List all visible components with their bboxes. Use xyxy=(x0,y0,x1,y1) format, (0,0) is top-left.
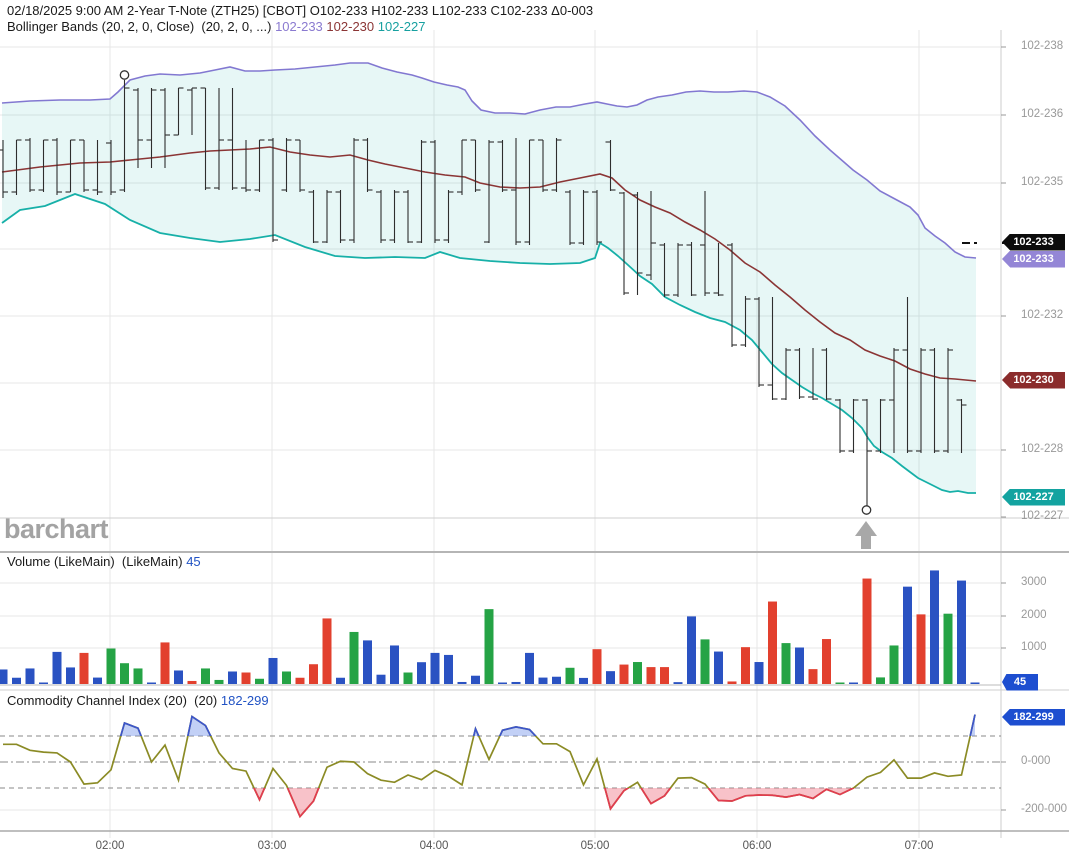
low-marker xyxy=(861,505,872,515)
volume-pane-label: Volume (LikeMain) (LikeMain) 45 xyxy=(7,554,201,569)
high-marker xyxy=(119,70,130,80)
volume-axis-label: 3000 xyxy=(1021,576,1047,588)
cci-plot xyxy=(3,714,976,819)
pane-separators xyxy=(0,517,1069,832)
cci-gridlines xyxy=(0,735,1001,811)
volume-axis-label: 2000 xyxy=(1021,609,1047,621)
last-price-badge: 102-233 xyxy=(1002,233,1065,251)
upper-band-value-badge: 102-233 xyxy=(1002,250,1065,268)
bollinger-bands xyxy=(1,62,977,494)
price-axis-label: 102-236 xyxy=(1021,108,1064,120)
bollinger-upper-value: 102-233 xyxy=(275,19,323,34)
up-arrow-icon[interactable] xyxy=(855,521,877,549)
time-axis-label: 03:00 xyxy=(257,840,287,852)
cci-last-value: 182-299 xyxy=(220,693,269,708)
ohlc-bars xyxy=(0,70,967,515)
price-axis-label: 102-238 xyxy=(1021,40,1064,52)
volume-gridlines xyxy=(0,582,1001,686)
volume-last-value: 45 xyxy=(186,554,201,569)
time-axis-label: 02:00 xyxy=(95,840,125,852)
bollinger-study-label: Bollinger Bands (20, 2, 0, Close) (20, 2… xyxy=(7,19,425,34)
cci-value-badge: 182-299 xyxy=(1002,708,1065,726)
volume-axis-label: 1000 xyxy=(1021,641,1047,653)
bollinger-label-text: Bollinger Bands (20, 2, 0, Close) (20, 2… xyxy=(7,19,276,34)
lower-band-value-badge: 102-227 xyxy=(1002,488,1065,506)
mid-band-value-badge: 102-230 xyxy=(1002,371,1065,389)
time-axis-label: 05:00 xyxy=(580,840,610,852)
bollinger-mid-value: 102-230 xyxy=(326,19,375,34)
time-axis-label: 07:00 xyxy=(904,840,934,852)
price-gridlines xyxy=(0,46,1001,519)
time-axis-label: 04:00 xyxy=(419,840,449,852)
price-axis-label: 102-227 xyxy=(1021,510,1064,522)
volume-bars xyxy=(0,570,980,684)
quote-readout: 02/18/2025 9:00 AM 2-Year T-Note (ZTH25)… xyxy=(7,3,594,18)
cci-axis-label: -200-000 xyxy=(1021,803,1068,815)
hour-gridlines xyxy=(109,30,1002,838)
barchart-logo: barchart xyxy=(4,514,109,544)
price-axis-label: 102-235 xyxy=(1021,176,1064,188)
time-axis-label: 06:00 xyxy=(742,840,772,852)
volume-value-badge: 45 xyxy=(1002,673,1038,691)
cci-axis-label: 0-000 xyxy=(1021,755,1051,767)
bollinger-lower-value: 102-227 xyxy=(377,19,426,34)
price-axis-label: 102-232 xyxy=(1021,309,1064,321)
price-axis-label: 102-228 xyxy=(1021,443,1064,455)
axis-ticks xyxy=(1001,46,1006,811)
cci-pane-label: Commodity Channel Index (20) (20) 182-29… xyxy=(7,693,269,708)
